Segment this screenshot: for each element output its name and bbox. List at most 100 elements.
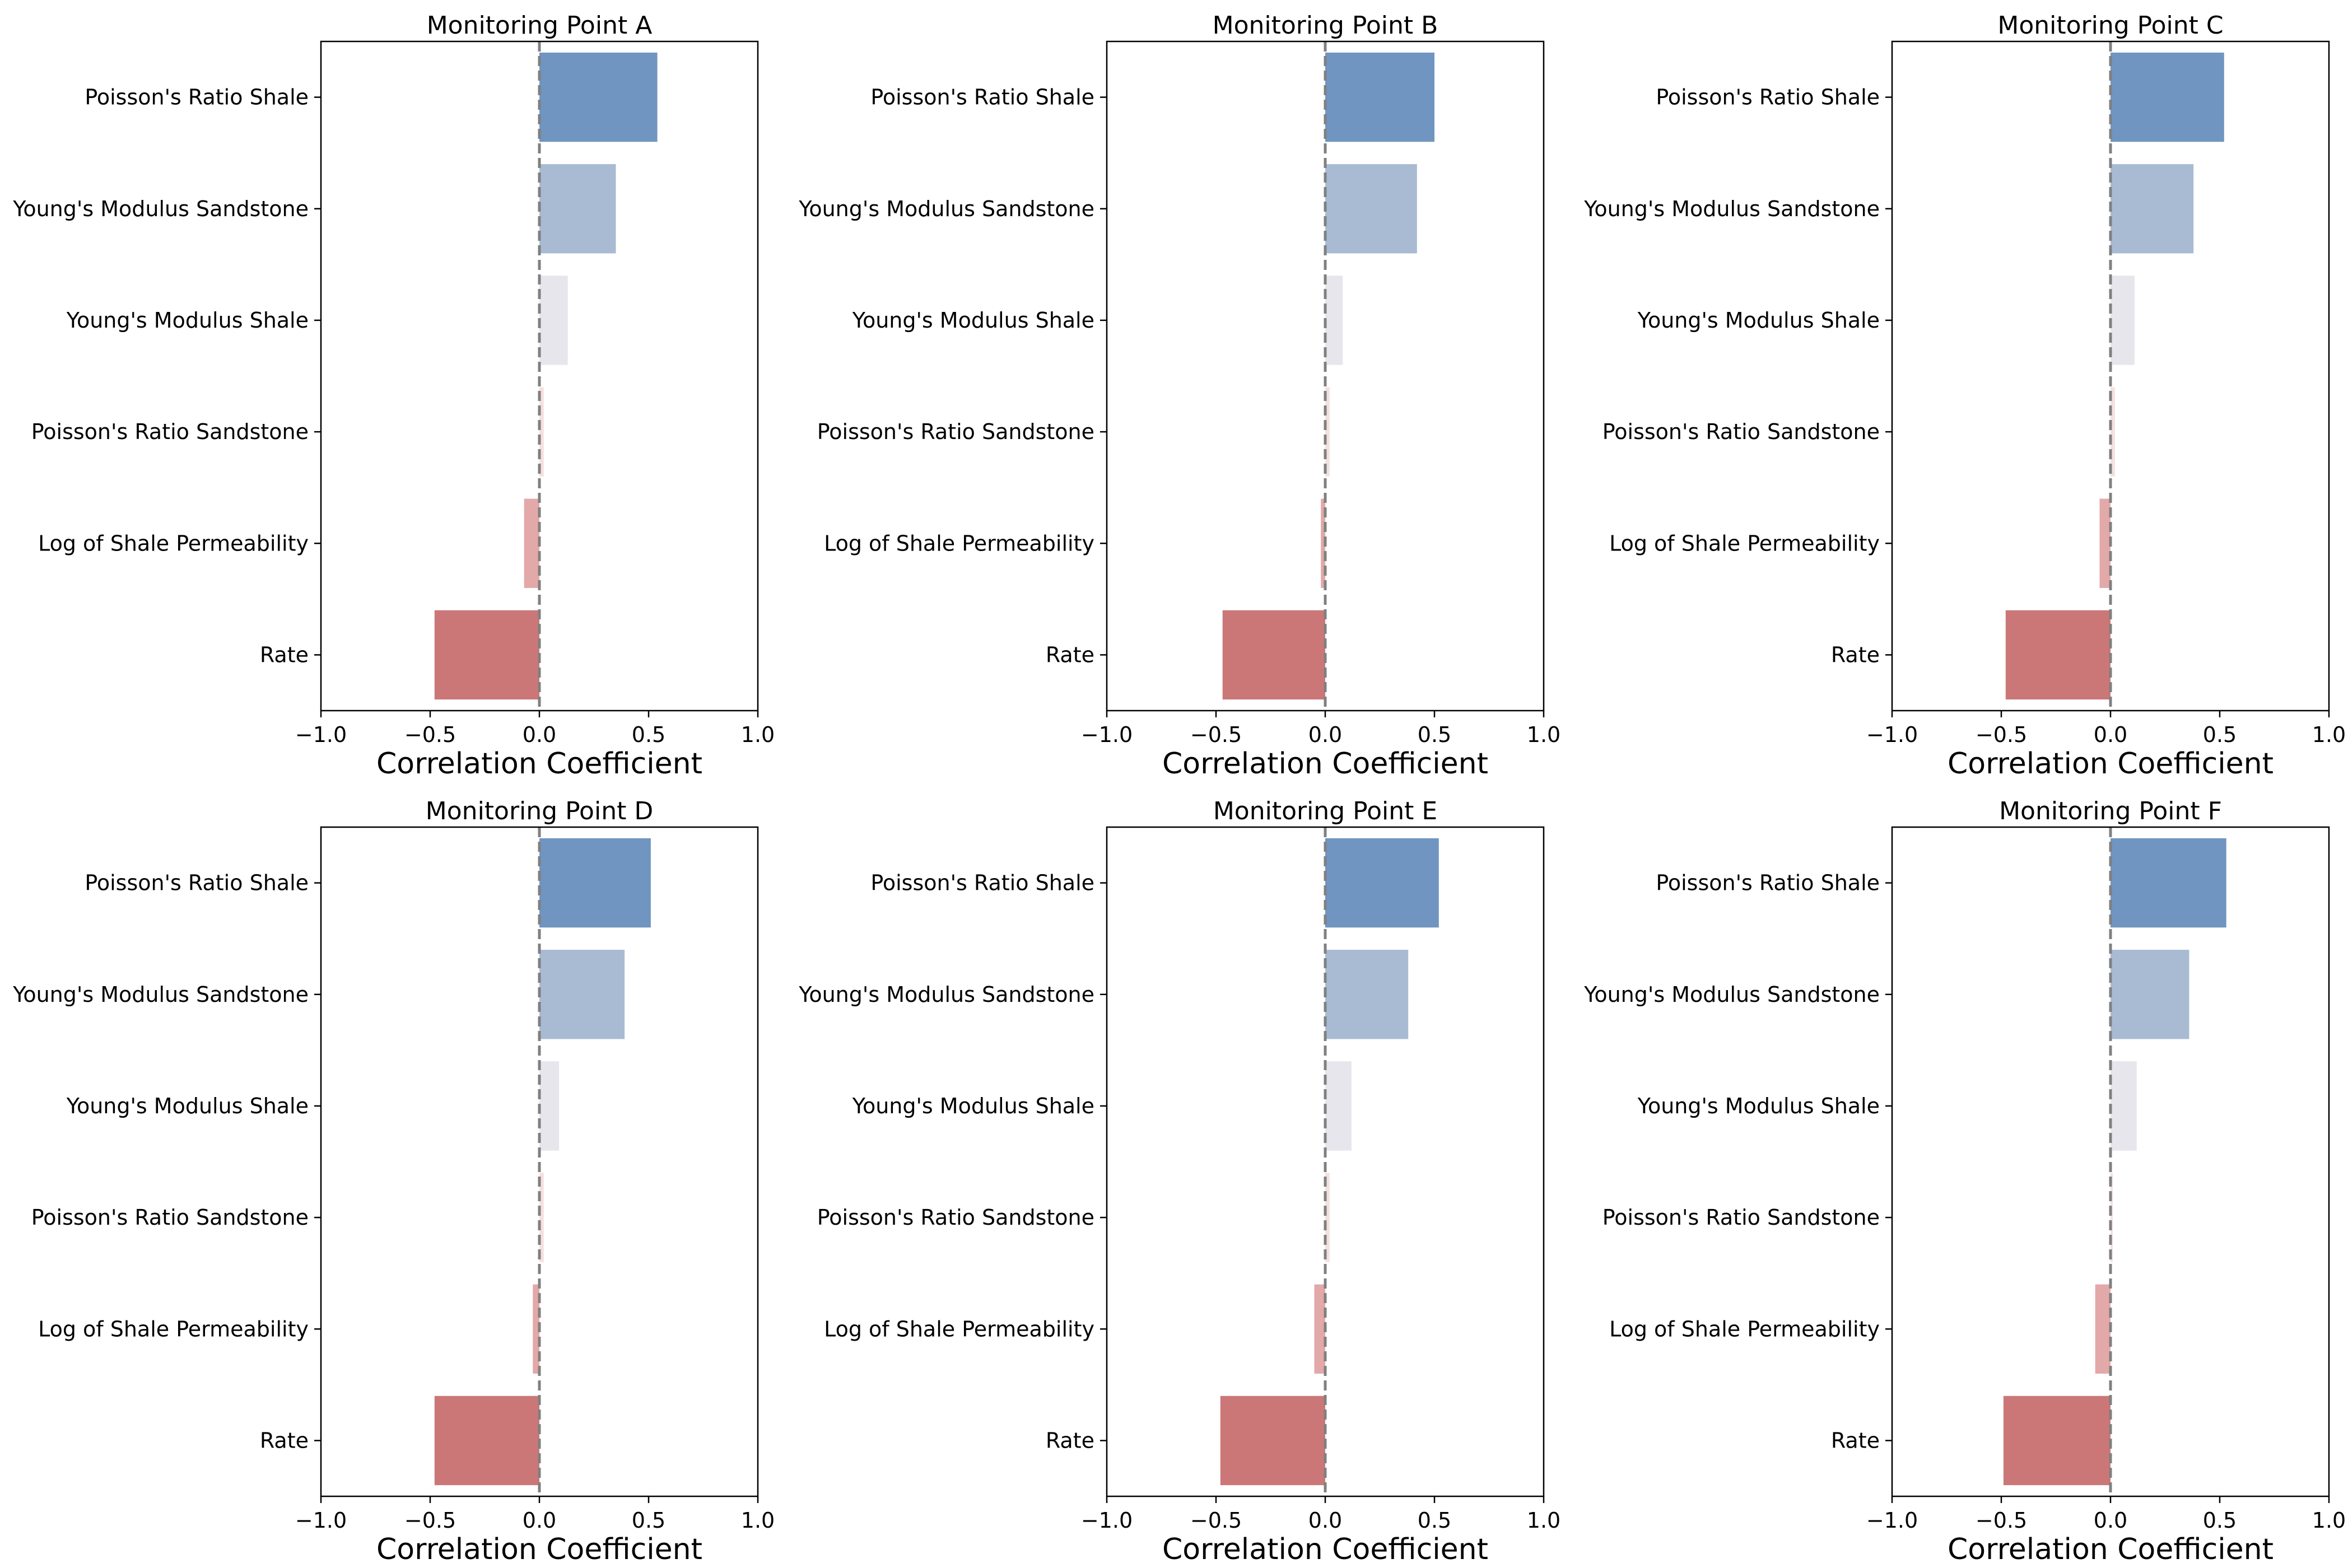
chart-title: Monitoring Point F — [1999, 797, 2222, 825]
bar-4 — [1325, 387, 1330, 477]
x-tick-label: 0.0 — [1308, 1508, 1342, 1533]
y-tick-label: Rate — [1046, 642, 1094, 667]
y-tick-label: Rate — [1831, 642, 1880, 667]
y-tick-label: Young's Modulus Shale — [1637, 1094, 1880, 1118]
x-tick-label: −0.5 — [1976, 1508, 2027, 1533]
x-tick-label: −0.5 — [404, 722, 456, 747]
chart-panel-6: Poisson's Ratio Shale Young's Modulus San… — [1583, 797, 2346, 1566]
y-tick-label: Poisson's Ratio Sandstone — [817, 419, 1094, 444]
bar-4 — [2111, 387, 2115, 477]
x-tick-label: 0.0 — [523, 722, 556, 747]
x-axis-label: Correlation Coefficient — [1162, 747, 1488, 781]
x-tick-label: 1.0 — [2312, 1508, 2346, 1533]
y-tick-label: Poisson's Ratio Shale — [1656, 85, 1880, 110]
bar-2 — [539, 950, 625, 1039]
x-tick-label: −1.0 — [1081, 1508, 1133, 1533]
bar-2 — [2111, 164, 2194, 254]
bar-3 — [1325, 276, 1343, 365]
x-tick-label: −0.5 — [1976, 722, 2027, 747]
bar-6 — [2005, 610, 2111, 700]
y-tick-label: Poisson's Ratio Sandstone — [1602, 419, 1880, 444]
x-tick-label: −1.0 — [295, 1508, 347, 1533]
x-tick-label: −1.0 — [1081, 722, 1133, 747]
chart-panel-4: Poisson's Ratio Shale Young's Modulus San… — [12, 797, 775, 1566]
x-tick-label: −0.5 — [404, 1508, 456, 1533]
y-tick-label: Young's Modulus Sandstone — [798, 197, 1094, 221]
x-tick-label: 1.0 — [1527, 1508, 1560, 1533]
x-tick-label: 1.0 — [741, 1508, 775, 1533]
x-tick-label: 0.0 — [2094, 722, 2127, 747]
x-tick-label: 1.0 — [2312, 722, 2346, 747]
bar-3 — [1325, 1061, 1352, 1151]
y-tick-label: Rate — [1046, 1428, 1094, 1453]
x-tick-label: 0.5 — [2203, 1508, 2237, 1533]
y-tick-label: Poisson's Ratio Sandstone — [817, 1205, 1094, 1230]
y-tick-label: Log of Shale Permeability — [824, 1317, 1094, 1341]
y-tick-label: Poisson's Ratio Shale — [870, 85, 1094, 110]
bar-5 — [533, 1284, 539, 1374]
bar-4 — [1325, 1173, 1330, 1262]
bar-3 — [539, 276, 568, 365]
bar-6 — [434, 610, 539, 700]
y-tick-label: Young's Modulus Sandstone — [12, 982, 309, 1007]
bar-1 — [2111, 838, 2226, 928]
chart-title: Monitoring Point E — [1213, 797, 1437, 825]
x-tick-label: 0.5 — [1418, 1508, 1451, 1533]
x-tick-label: 0.5 — [2203, 722, 2237, 747]
y-tick-label: Rate — [260, 642, 309, 667]
x-tick-label: −1.0 — [1866, 1508, 1918, 1533]
y-tick-label: Young's Modulus Shale — [66, 1094, 309, 1118]
chart-panel-1: Poisson's Ratio Shale Young's Modulus San… — [12, 11, 775, 781]
y-tick-label: Young's Modulus Sandstone — [798, 982, 1094, 1007]
bar-2 — [2111, 950, 2189, 1039]
x-tick-label: 0.5 — [632, 722, 665, 747]
y-tick-label: Young's Modulus Sandstone — [1583, 197, 1880, 221]
y-tick-label: Log of Shale Permeability — [1609, 1317, 1880, 1341]
x-tick-label: 0.5 — [632, 1508, 665, 1533]
bar-5 — [2095, 1284, 2111, 1374]
bar-4 — [539, 1173, 544, 1262]
chart-title: Monitoring Point B — [1213, 11, 1438, 40]
x-tick-label: −1.0 — [295, 722, 347, 747]
bar-4 — [2111, 1173, 2113, 1262]
y-tick-label: Log of Shale Permeability — [38, 531, 309, 556]
chart-title: Monitoring Point A — [427, 11, 653, 40]
x-axis-label: Correlation Coefficient — [376, 747, 702, 781]
bar-5 — [2099, 498, 2111, 588]
x-tick-label: −0.5 — [1190, 722, 1242, 747]
bar-1 — [539, 838, 651, 928]
y-tick-label: Rate — [1831, 1428, 1880, 1453]
y-tick-label: Poisson's Ratio Sandstone — [31, 1205, 309, 1230]
bar-6 — [1220, 1396, 1325, 1486]
bar-1 — [2111, 52, 2224, 142]
x-tick-label: 0.0 — [2094, 1508, 2127, 1533]
chart-panel-2: Poisson's Ratio Shale Young's Modulus San… — [798, 11, 1560, 781]
bar-1 — [1325, 838, 1439, 928]
y-tick-label: Log of Shale Permeability — [1609, 531, 1880, 556]
bar-2 — [1325, 950, 1409, 1039]
x-tick-label: 0.0 — [523, 1508, 556, 1533]
chart-panel-3: Poisson's Ratio Shale Young's Modulus San… — [1583, 11, 2346, 781]
y-tick-label: Young's Modulus Sandstone — [1583, 982, 1880, 1007]
bar-6 — [1222, 610, 1325, 700]
x-tick-label: −1.0 — [1866, 722, 1918, 747]
bar-3 — [2111, 276, 2135, 365]
x-axis-label: Correlation Coefficient — [1948, 1533, 2274, 1566]
bar-6 — [2003, 1396, 2111, 1486]
chart-title: Monitoring Point D — [426, 797, 653, 825]
chart-title: Monitoring Point C — [1997, 11, 2223, 40]
x-tick-label: 0.5 — [1418, 722, 1451, 747]
bar-1 — [1325, 52, 1434, 142]
y-tick-label: Poisson's Ratio Sandstone — [31, 419, 309, 444]
bar-2 — [539, 164, 616, 254]
bar-5 — [1314, 1284, 1325, 1374]
y-tick-label: Young's Modulus Shale — [1637, 308, 1880, 333]
y-tick-label: Young's Modulus Shale — [852, 1094, 1094, 1118]
bar-5 — [1321, 498, 1325, 588]
bar-5 — [524, 498, 539, 588]
bar-1 — [539, 52, 658, 142]
y-tick-label: Poisson's Ratio Shale — [1656, 871, 1880, 895]
bar-3 — [539, 1061, 560, 1151]
bar-3 — [2111, 1061, 2137, 1151]
